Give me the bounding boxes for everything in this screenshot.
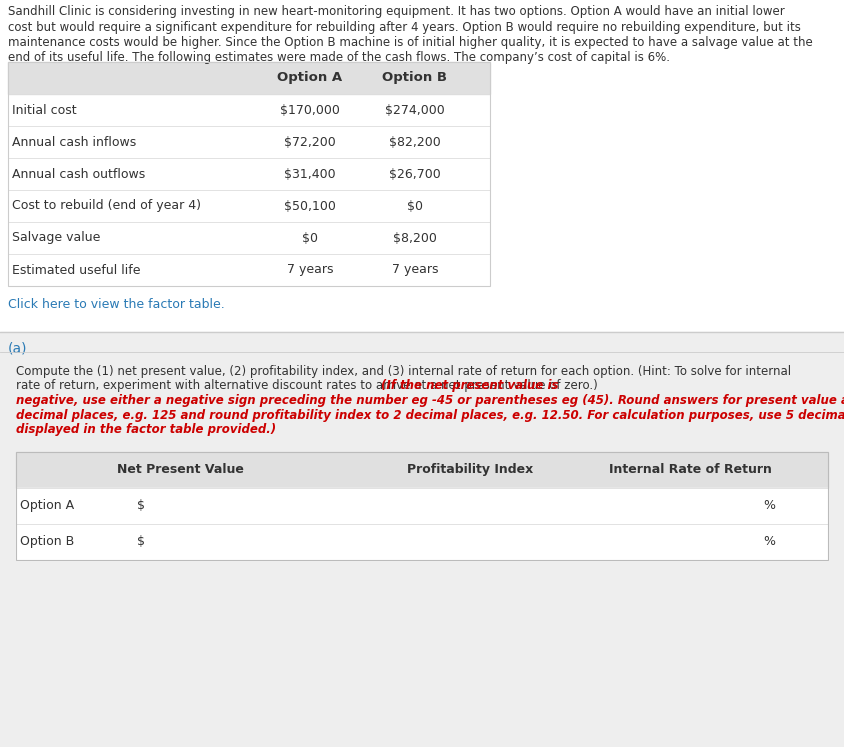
- Text: Initial cost: Initial cost: [12, 104, 77, 117]
- Text: cost but would require a significant expenditure for rebuilding after 4 years. O: cost but would require a significant exp…: [8, 20, 801, 34]
- Bar: [16, 524, 828, 560]
- Bar: [560, 528, 755, 554]
- Text: Salvage value: Salvage value: [12, 232, 100, 244]
- Text: maintenance costs would be higher. Since the Option B machine is of initial high: maintenance costs would be higher. Since…: [8, 36, 813, 49]
- Text: $0: $0: [302, 232, 318, 244]
- Text: $72,200: $72,200: [284, 135, 336, 149]
- Text: $31,400: $31,400: [284, 167, 336, 181]
- Bar: [390, 492, 535, 518]
- Bar: [0, 332, 844, 747]
- Text: end of its useful life. The following estimates were made of the cash flows. The: end of its useful life. The following es…: [8, 52, 670, 64]
- Text: $: $: [137, 499, 145, 512]
- Text: (If the net present value is: (If the net present value is: [381, 379, 559, 392]
- Text: Option B: Option B: [382, 72, 447, 84]
- Bar: [560, 492, 755, 518]
- Text: rate of return, experiment with alternative discount rates to arrive at a net pr: rate of return, experiment with alternat…: [16, 379, 602, 392]
- Text: 7 years: 7 years: [392, 264, 438, 276]
- Text: %: %: [763, 499, 775, 512]
- Text: Annual cash outflows: Annual cash outflows: [12, 167, 145, 181]
- Text: $50,100: $50,100: [284, 199, 336, 212]
- Text: Sandhill Clinic is considering investing in new heart-monitoring equipment. It h: Sandhill Clinic is considering investing…: [8, 5, 785, 18]
- Text: Click here to view the factor table.: Click here to view the factor table.: [8, 297, 225, 311]
- Bar: [155, 528, 310, 554]
- Bar: [155, 492, 310, 518]
- Bar: [16, 451, 828, 488]
- Bar: [8, 62, 490, 286]
- Text: Estimated useful life: Estimated useful life: [12, 264, 140, 276]
- Text: Net Present Value: Net Present Value: [116, 463, 243, 476]
- Bar: [390, 528, 535, 554]
- Text: Cost to rebuild (end of year 4): Cost to rebuild (end of year 4): [12, 199, 201, 212]
- Text: %: %: [763, 535, 775, 548]
- Bar: [16, 488, 828, 524]
- Text: negative, use either a negative sign preceding the number eg -45 or parentheses : negative, use either a negative sign pre…: [16, 394, 844, 407]
- Text: Option B: Option B: [20, 535, 74, 548]
- Text: Profitability Index: Profitability Index: [407, 463, 533, 476]
- Text: $170,000: $170,000: [280, 104, 340, 117]
- Bar: [8, 62, 490, 94]
- Bar: [8, 62, 490, 286]
- Text: $82,200: $82,200: [389, 135, 441, 149]
- Text: Option A: Option A: [278, 72, 343, 84]
- Bar: [16, 451, 828, 560]
- Bar: [0, 0, 844, 332]
- Text: $8,200: $8,200: [393, 232, 437, 244]
- Text: $0: $0: [407, 199, 423, 212]
- Text: 7 years: 7 years: [287, 264, 333, 276]
- Text: Option A: Option A: [20, 499, 74, 512]
- Text: Compute the (1) net present value, (2) profitability index, and (3) internal rat: Compute the (1) net present value, (2) p…: [16, 365, 791, 378]
- Text: $: $: [137, 535, 145, 548]
- Text: Annual cash inflows: Annual cash inflows: [12, 135, 136, 149]
- Text: displayed in the factor table provided.): displayed in the factor table provided.): [16, 423, 276, 436]
- Text: $26,700: $26,700: [389, 167, 441, 181]
- Text: Internal Rate of Return: Internal Rate of Return: [609, 463, 771, 476]
- Text: (a): (a): [8, 342, 28, 356]
- Text: decimal places, e.g. 125 and round profitability index to 2 decimal places, e.g.: decimal places, e.g. 125 and round profi…: [16, 409, 844, 421]
- Text: $274,000: $274,000: [385, 104, 445, 117]
